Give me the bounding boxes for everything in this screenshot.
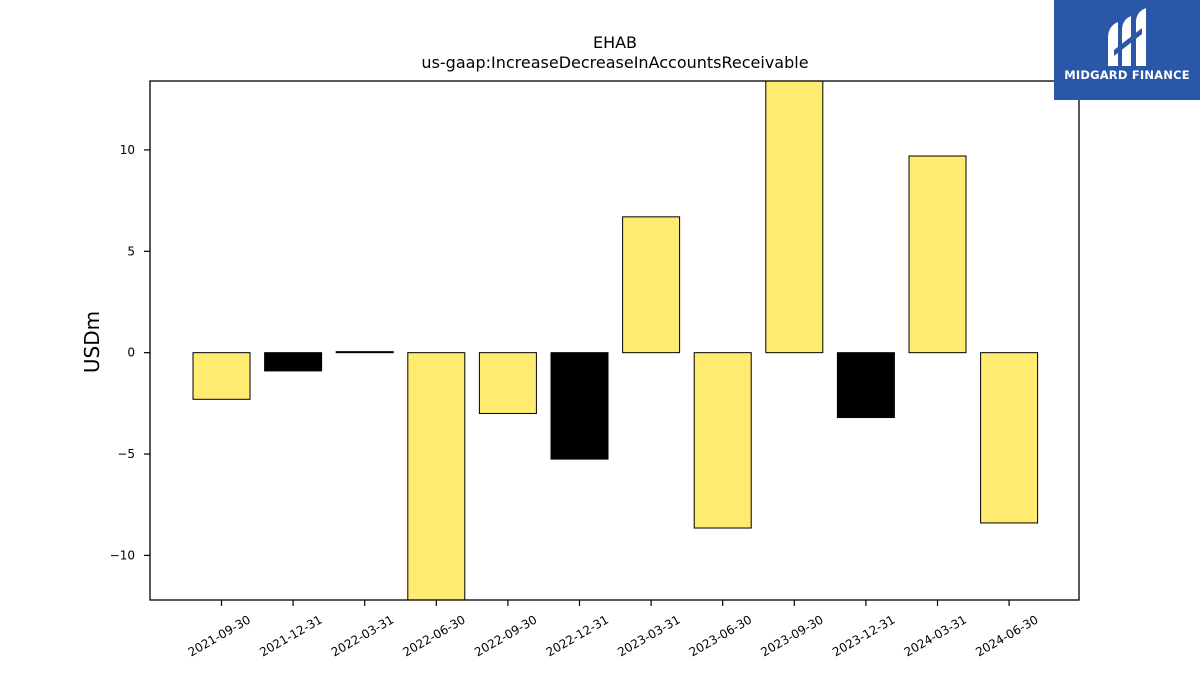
y-tick-label: −5	[117, 447, 135, 461]
chart-subtitle: us-gaap:IncreaseDecreaseInAccountsReceiv…	[421, 53, 808, 72]
x-tick-label: 2022-06-30	[400, 612, 467, 659]
bar-2023-09-30	[765, 80, 824, 354]
y-tick-label: 5	[127, 244, 135, 258]
x-tick-label: 2024-06-30	[973, 612, 1040, 659]
y-tick-label: 0	[127, 346, 135, 360]
bar-2023-06-30	[693, 352, 752, 529]
chart-title: EHAB	[593, 33, 637, 52]
bar-2022-12-31	[550, 352, 609, 460]
x-tick-label: 2024-03-31	[902, 612, 969, 659]
bar-2023-12-31	[836, 352, 895, 419]
x-tick-label: 2022-03-31	[329, 612, 396, 659]
midgard-logo: MIDGARD FINANCE	[1054, 0, 1200, 100]
bars-group	[192, 80, 1039, 601]
midgard-logo-icon	[1108, 8, 1146, 66]
bar-2024-03-31	[908, 155, 967, 354]
bar-2022-03-31	[335, 351, 394, 354]
x-tick-label: 2023-12-31	[830, 612, 897, 659]
x-tick-label: 2023-06-30	[687, 612, 754, 659]
x-tick-label: 2023-09-30	[758, 612, 825, 659]
bar-2022-09-30	[478, 352, 537, 414]
bar-2021-09-30	[192, 352, 251, 400]
x-tick-label: 2021-12-31	[257, 612, 324, 659]
y-ticks-group: −10 −5 0 5 10	[110, 143, 150, 562]
plot-frame	[149, 80, 1080, 601]
x-tick-label: 2022-09-30	[472, 612, 539, 659]
y-axis-label: USDm	[80, 311, 104, 373]
bar-2024-06-30	[980, 352, 1039, 524]
logo-text: MIDGARD FINANCE	[1064, 68, 1190, 82]
y-tick-label: 10	[120, 143, 135, 157]
bar-2023-03-31	[622, 216, 681, 354]
y-tick-label: −10	[110, 548, 135, 562]
x-ticks-group: 2021-09-30 2021-12-31 2022-03-31 2022-06-30…	[186, 600, 1041, 659]
x-tick-label: 2022-12-31	[544, 612, 611, 659]
bar-2021-12-31	[264, 352, 323, 372]
x-tick-label: 2023-03-31	[615, 612, 682, 659]
bar-2022-06-30	[407, 352, 466, 601]
x-tick-label: 2021-09-30	[186, 612, 253, 659]
